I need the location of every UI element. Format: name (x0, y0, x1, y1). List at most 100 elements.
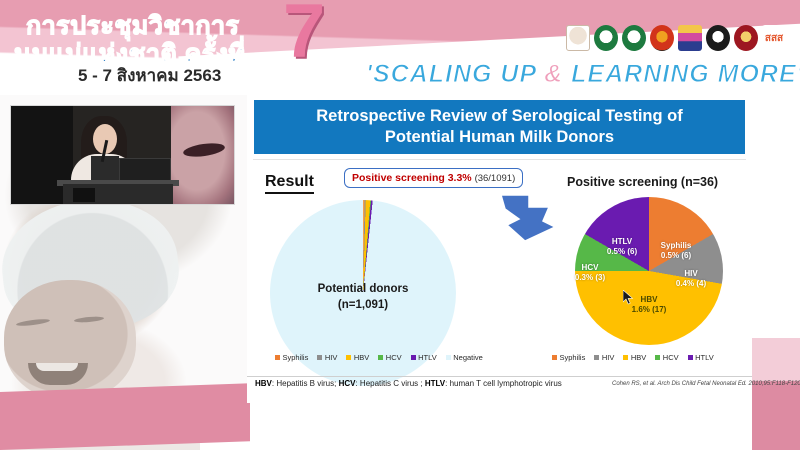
slice-label-htlv: HTLV 0.5% (6) (597, 237, 647, 258)
sponsor-logo-3-icon (622, 25, 646, 51)
slice-label-hiv-value: 0.4% (4) (675, 279, 707, 289)
legend-label-htlv-right: HTLV (695, 353, 714, 362)
legend-swatch-hbv-right (623, 355, 629, 360)
legend-item-htlv: HTLV (410, 353, 437, 362)
baby-teeth (36, 363, 78, 371)
bottom-pink-strip (0, 383, 250, 450)
legend-swatch-hbv (346, 355, 352, 360)
podium-top (57, 180, 179, 186)
potential-donors-pie-chart: Potential donors (n=1,091) (270, 200, 460, 390)
mouse-cursor-icon (623, 290, 634, 305)
presentation-slide: Retrospective Review of Serological Test… (247, 95, 800, 403)
legend-item-hcv-right: HCV (655, 353, 679, 362)
slide-title-line2: Potential Human Milk Donors (384, 128, 615, 146)
legend-positive-screening: Syphilis HIV HBV HCV HTLV (552, 353, 714, 362)
slice-label-hcv-value: 0.3% (3) (574, 273, 606, 283)
legend-item-htlv-right: HTLV (687, 353, 714, 362)
tagline-part2: LEARNING MORE' (563, 60, 800, 89)
legend-item-syphilis-right: Syphilis (552, 353, 585, 362)
legend-swatch-syphilis (275, 355, 280, 360)
sponsor-logo-6-icon (706, 25, 730, 51)
callout-sub-text: (36/1091) (474, 173, 516, 184)
slide-divider (253, 159, 746, 160)
footnote-hbv-term: HBV (255, 379, 272, 388)
footnote-hcv-term: HCV (338, 379, 356, 388)
positive-screening-pie-chart: Syphilis 0.5% (6) HIV 0.4% (4) HBV 1.6% … (575, 197, 723, 345)
legend-item-negative: Negative (445, 353, 483, 362)
slice-label-syphilis: Syphilis 0.5% (6) (649, 241, 703, 262)
footnote-hbv-def: : Hepatitis B virus; (271, 379, 339, 388)
conference-title-thai-line2: นมแม่แห่งชาติ ครั้งที่ (13, 39, 246, 68)
slice-label-hcv-name: HCV (581, 263, 599, 272)
footnote-htlv-term: HTLV (424, 379, 446, 388)
slice-label-syphilis-value: 0.5% (6) (660, 251, 692, 261)
result-heading: Result (265, 173, 314, 194)
legend-label-hcv: HCV (385, 353, 402, 362)
positive-screening-callout: Positive screening 3.3% (36/1091) (344, 168, 524, 188)
potential-donors-center-label: Potential donors (n=1,091) (270, 282, 456, 313)
footnote-htlv-def: : human T cell lymphotropic virus (445, 379, 562, 388)
sponsor-logo-8-icon: สสส (762, 25, 786, 51)
legend-label-hbv: HBV (353, 353, 370, 362)
sponsor-logo-1-icon (566, 25, 590, 51)
legend-label-hbv-right: HBV (630, 353, 647, 362)
legend-swatch-hiv (317, 355, 323, 360)
legend-swatch-hiv-right (594, 355, 600, 360)
slice-label-htlv-name: HTLV (611, 237, 633, 246)
legend-swatch-htlv (410, 355, 416, 360)
legend-label-syphilis: Syphilis (282, 353, 309, 362)
legend-item-hiv-right: HIV (594, 353, 614, 362)
blue-arrow-icon (500, 194, 557, 242)
right-pink-strip (752, 338, 800, 450)
sponsor-logo-4-icon (650, 25, 674, 51)
potential-donors-count: (n=1,091) (337, 298, 389, 311)
legend-potential-donors: Syphilis HIV HBV HCV HTLV Negative (275, 353, 483, 362)
sponsor-logo-5-icon (678, 25, 702, 51)
legend-item-hbv-right: HBV (623, 353, 646, 362)
slide-title-bar: Retrospective Review of Serological Test… (254, 100, 745, 154)
legend-label-htlv: HTLV (418, 353, 437, 362)
presenter-video-thumbnail[interactable] (10, 105, 235, 205)
laptop-icon (119, 158, 171, 182)
sponsor-logo-row: สสส (566, 25, 786, 51)
legend-swatch-syphilis-right (552, 355, 557, 360)
slice-label-hiv: HIV 0.4% (4) (667, 269, 715, 290)
podium-plate (73, 188, 95, 202)
slice-label-hcv: HCV 0.3% (3) (567, 263, 613, 284)
legend-item-hcv: HCV (378, 353, 402, 362)
legend-item-syphilis: Syphilis (275, 353, 308, 362)
video-wall-left (11, 106, 73, 204)
legend-label-hcv-right: HCV (662, 353, 679, 362)
positive-screening-chart-title: Positive screening (n=36) (567, 175, 719, 189)
conference-title-thai-line1: การประชุมวิชาการ (25, 11, 240, 40)
legend-label-negative: Negative (453, 353, 483, 362)
slice-label-hiv-name: HIV (684, 269, 698, 278)
legend-label-syphilis-right: Syphilis (559, 353, 586, 362)
legend-swatch-htlv-right (687, 355, 693, 360)
footnote-separator (247, 376, 752, 396)
legend-swatch-hcv-right (655, 355, 661, 360)
slice-label-hbv-name: HBV (640, 295, 658, 304)
slice-label-htlv-value: 0.5% (6) (606, 247, 638, 257)
potential-donors-pie-circle (270, 200, 456, 386)
right-white-margin (752, 95, 800, 339)
tagline-ampersand: & (544, 60, 564, 89)
slice-label-hbv: HBV 1.6% (17) (609, 295, 689, 316)
conference-date: 5 - 7 สิงหาคม 2563 (78, 66, 222, 85)
slide-title-line1: Retrospective Review of Serological Test… (316, 107, 683, 126)
legend-label-hiv-right: HIV (601, 353, 615, 362)
slice-label-hbv-value: 1.6% (17) (631, 305, 667, 315)
footnote-hcv-def: : Hepatitis C virus ; (355, 379, 425, 388)
legend-swatch-hcv (378, 355, 384, 360)
positive-screening-pie-circle (575, 197, 723, 345)
legend-swatch-negative (445, 355, 451, 360)
conference-header-banner: การประชุมวิชาการ นมแม่แห่งชาติ ครั้งที่ … (0, 0, 800, 95)
conference-edition-number: 7 (283, 0, 326, 74)
legend-label-hiv: HIV (324, 353, 338, 362)
conference-tagline: 'SCALING UP & LEARNING MORE' (365, 60, 800, 89)
potential-donors-title: Potential donors (317, 283, 409, 295)
legend-item-hbv: HBV (346, 353, 369, 362)
legend-item-hiv: HIV (317, 353, 337, 362)
callout-main-text: Positive screening 3.3% (352, 172, 472, 184)
abbreviations-footnote: HBV: Hepatitis B virus; HCV: Hepatitis C… (255, 379, 562, 388)
